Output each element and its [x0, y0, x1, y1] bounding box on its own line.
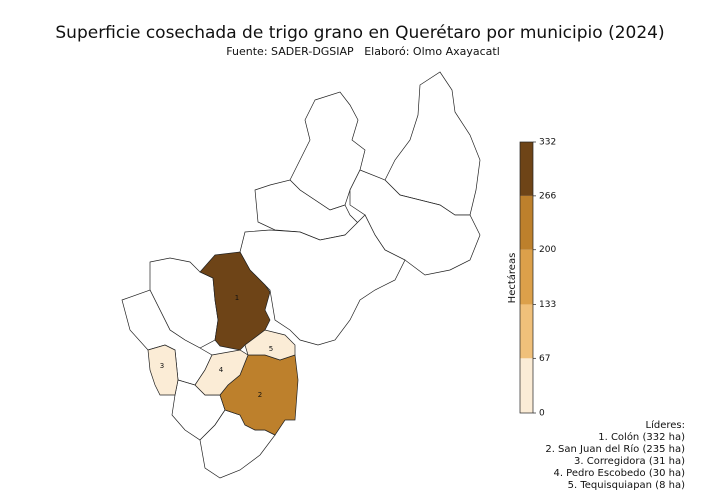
- colorbar: 0 67 133 200 266 332: [519, 138, 556, 419]
- leaders: 1. Colón (332 ha)2. San Juan del Río (23…: [545, 431, 685, 491]
- municipality: [147, 344, 179, 396]
- colorbar-label: Hectáreas: [506, 253, 518, 304]
- colorbar-segment: [520, 304, 533, 359]
- leaders-title: Líderes:: [646, 419, 685, 431]
- author: Elaboró: Olmo Axayacatl: [364, 45, 500, 58]
- municipality: [384, 71, 481, 216]
- colorbar-tick-label: 0: [539, 409, 545, 419]
- municipality-label: 2: [258, 391, 262, 399]
- municipality: [194, 349, 249, 396]
- colorbar-frame: [519, 141, 534, 414]
- colorbar-segment: [520, 195, 533, 250]
- colorbar-tick-label: 67: [539, 354, 550, 364]
- leader-line: 2. San Juan del Río (235 ha): [545, 443, 685, 455]
- title: Superficie cosechada de trigo grano en Q…: [55, 23, 664, 43]
- municipality-label: 3: [160, 362, 164, 370]
- municipality: [244, 329, 296, 361]
- municipality-label: 1: [235, 294, 239, 302]
- colorbar-segment: [520, 142, 533, 196]
- leader-line: 3. Corregidora (31 ha): [574, 456, 685, 467]
- leader-line: 5. Tequisquiapan (8 ha): [568, 480, 685, 491]
- municipality: [239, 214, 406, 346]
- municipality-label: 5: [269, 345, 273, 353]
- colorbar-segment: [520, 358, 533, 413]
- leader-line: 4. Pedro Escobedo (30 ha): [553, 468, 685, 479]
- source: Fuente: SADER-DGSIAP: [226, 45, 354, 58]
- colorbar-tick-label: 332: [539, 138, 556, 148]
- municipality: [349, 169, 481, 276]
- colorbar-tick-label: 266: [539, 191, 556, 201]
- colorbar-tick-label: 133: [539, 300, 556, 310]
- municipalities-data: 1 2 3 4 5: [147, 251, 299, 436]
- municipality-label: 4: [219, 366, 224, 374]
- municipalities-base: [121, 71, 481, 479]
- colorbar-tick-label: 200: [539, 245, 556, 255]
- leader-line: 1. Colón (332 ha): [598, 431, 685, 443]
- colorbar-segment: [520, 249, 533, 305]
